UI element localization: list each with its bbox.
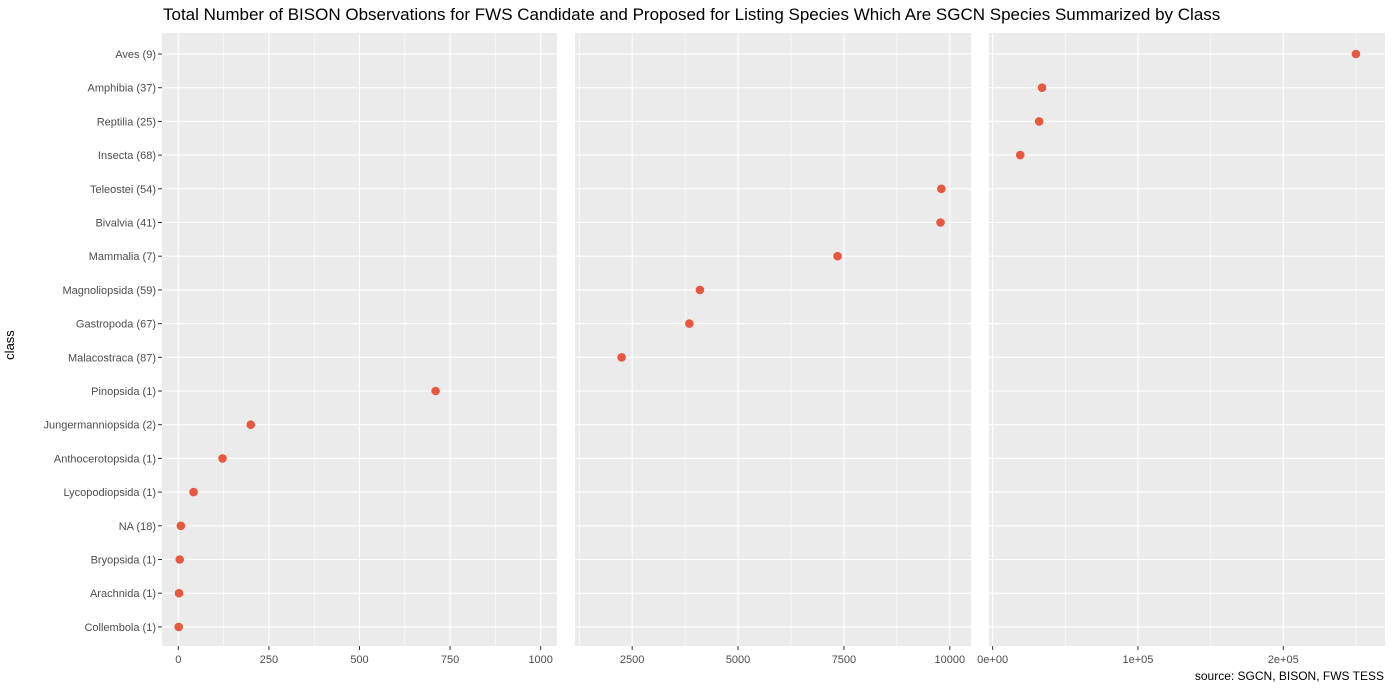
y-tick-label: Gastropoda (67)	[76, 319, 156, 331]
y-tick-label: Anthocerotopsida (1)	[54, 453, 156, 465]
data-point	[1015, 150, 1025, 160]
data-point	[246, 420, 256, 430]
data-point	[936, 218, 945, 227]
y-tick-label: Lycopodiopsida (1)	[63, 487, 156, 499]
data-point	[1351, 49, 1361, 59]
x-tick-label: 500	[350, 654, 368, 666]
x-tick-label: 7500	[832, 654, 856, 666]
data-point	[174, 588, 184, 598]
x-tick-label: 250	[260, 654, 278, 666]
data-point	[833, 251, 842, 261]
data-point	[937, 184, 946, 194]
facet-panel-1: 0 250 500 750 1000	[162, 33, 557, 666]
x-tick-label: 10000	[935, 654, 966, 666]
data-point	[1037, 83, 1047, 92]
data-point	[174, 622, 183, 632]
x-tick-label: 2500	[620, 654, 644, 666]
y-tick-label: Teleostei (54)	[90, 184, 156, 196]
y-tick-label: Bryopsida (1)	[91, 555, 156, 567]
data-point	[176, 521, 186, 531]
x-tick-label: 750	[441, 654, 459, 666]
y-tick-label: Collembola (1)	[84, 622, 156, 634]
y-tick-label: Insecta (68)	[98, 150, 156, 162]
y-tick-label: Aves (9)	[115, 49, 156, 61]
chart-title: Total Number of BISON Observations for F…	[163, 5, 1221, 24]
data-point	[1034, 117, 1044, 126]
y-tick-label: Mammalia (7)	[89, 251, 156, 263]
panel-background	[575, 33, 971, 646]
chart-caption: source: SGCN, BISON, FWS TESS	[1194, 669, 1384, 683]
data-point	[175, 555, 185, 564]
data-point	[617, 353, 626, 362]
y-tick-label: Pinopsida (1)	[91, 386, 156, 398]
y-tick-label: Jungermanniopsida (2)	[43, 420, 156, 432]
y-tick-label: Reptilia (25)	[97, 116, 156, 128]
data-point	[685, 319, 694, 328]
facet-panel-3: 0e+00 1e+05 2e+05	[977, 33, 1385, 666]
x-tick-label: 2e+05	[1268, 654, 1299, 666]
x-tick-label: 1000	[528, 654, 552, 666]
panel-background	[989, 33, 1385, 646]
y-tick-label: Magnoliopsida (59)	[62, 285, 156, 297]
y-tick-label: Malacostraca (87)	[68, 352, 156, 364]
y-tick-label: Arachnida (1)	[90, 588, 156, 600]
facet-panel-2: 2500 5000 7500 10000	[575, 33, 971, 666]
y-tick-label: Amphibia (37)	[88, 83, 156, 95]
data-point	[218, 454, 227, 463]
data-point	[695, 285, 705, 295]
x-tick-label: 0	[175, 654, 181, 666]
data-point	[431, 386, 440, 396]
y-tick-label: NA (18)	[119, 521, 156, 533]
data-point	[189, 487, 198, 497]
x-tick-label: 5000	[726, 654, 750, 666]
x-tick-label: 1e+05	[1123, 654, 1154, 666]
x-tick-label: 0e+00	[977, 654, 1008, 666]
y-tick-label: Bivalvia (41)	[95, 218, 156, 230]
